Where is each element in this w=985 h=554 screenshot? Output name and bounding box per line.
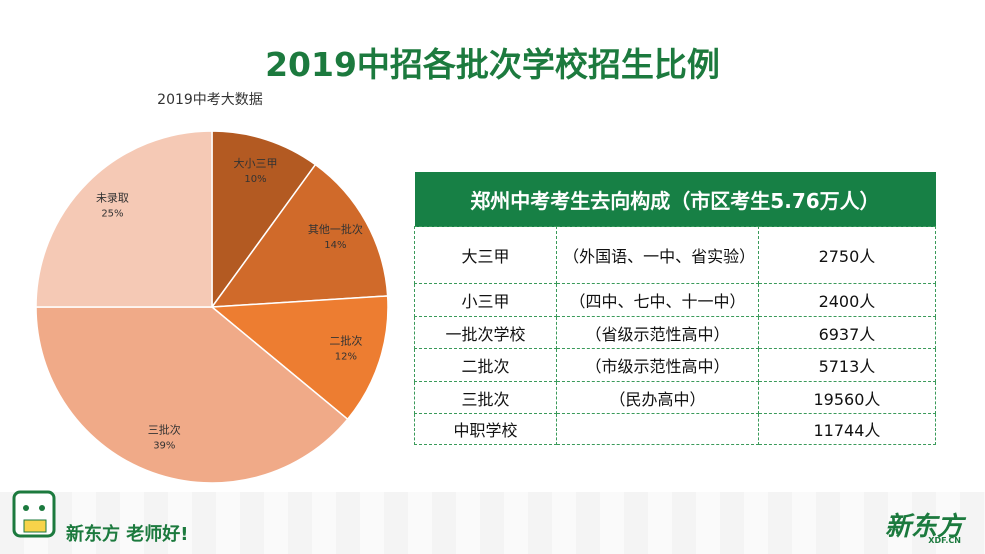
slice-value-label: 10%: [244, 174, 266, 185]
table-cell: （四中、七中、十一中）: [556, 283, 759, 317]
slice-label: 二批次: [329, 334, 362, 348]
table-row: 小三甲 （四中、七中、十一中） 2400人: [413, 283, 937, 317]
logo: 新东方: [884, 512, 963, 542]
slice-value-label: 12%: [335, 352, 357, 363]
slice-label: 大小三甲: [234, 156, 278, 170]
table-cell: （民办高中）: [556, 381, 759, 414]
table-cell: 19560人: [757, 381, 937, 414]
slice-value-label: 14%: [324, 240, 346, 251]
table-row: 大三甲 （外国语、一中、省实验） 2750人: [413, 226, 937, 284]
table-row: 中职学校 11744人: [413, 413, 937, 445]
pie-slice: [210, 295, 389, 421]
pie-slice: [35, 130, 213, 308]
table-cell: 2400人: [757, 283, 937, 317]
table-cell: 6937人: [757, 316, 937, 349]
slice-label: 未录取: [96, 191, 129, 204]
table-cell: （省级示范性高中）: [556, 316, 759, 349]
pie-slice: [210, 163, 389, 308]
table-cell: 大三甲: [413, 226, 558, 284]
table-row: 三批次 （民办高中） 19560人: [413, 381, 937, 414]
mascot-icon: [12, 490, 56, 538]
table-cell: （市级示范性高中）: [556, 348, 759, 382]
slide-title: 2019中招各批次学校招生比例: [265, 45, 720, 84]
table-cell: 5713人: [757, 348, 937, 382]
pie-slice: [211, 130, 317, 310]
slice-label: 其他一批次: [308, 222, 363, 236]
table-cell: 11744人: [757, 413, 937, 445]
table-cell: 一批次学校: [413, 316, 558, 349]
slogan: 新东方 老师好!: [66, 524, 189, 545]
table-cell: 小三甲: [413, 283, 558, 317]
chart-title: 2019中考大数据: [157, 92, 263, 108]
table-row: 二批次 （市级示范性高中） 5713人: [413, 348, 937, 382]
pie-slice: [35, 306, 349, 484]
footer: 新东方 老师好! 新东方 XDF.CN: [0, 490, 985, 554]
table: 郑州中考考生去向构成（市区考生5.76万人） 大三甲 （外国语、一中、省实验） 27…: [413, 172, 937, 445]
table-header: 郑州中考考生去向构成（市区考生5.76万人）: [414, 172, 936, 227]
table-cell: 中职学校: [413, 413, 558, 445]
slice-value-label: 25%: [101, 208, 123, 219]
table-row: 一批次学校 （省级示范性高中） 6937人: [413, 316, 937, 349]
slice-value-label: 39%: [153, 440, 175, 451]
table-cell: [556, 413, 759, 445]
table-cell: （外国语、一中、省实验）: [556, 226, 759, 284]
table-cell: 三批次: [413, 381, 558, 414]
table-cell: 2750人: [757, 226, 937, 284]
slice-label: 三批次: [148, 422, 181, 436]
table-cell: 二批次: [413, 348, 558, 382]
logo-sub: XDF.CN: [928, 536, 961, 545]
